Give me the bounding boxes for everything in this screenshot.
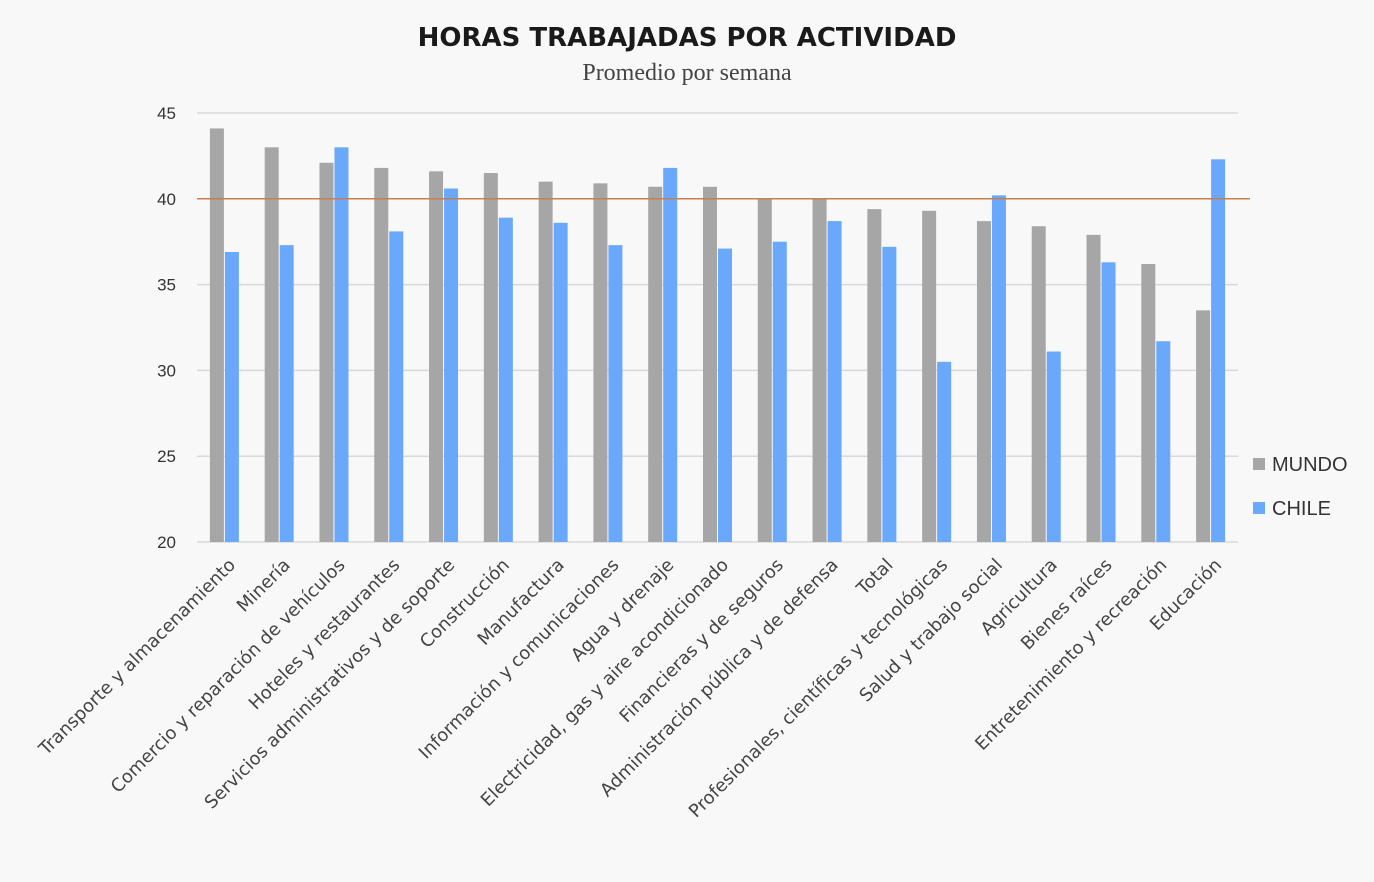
bar-chile: Minería — CHILE: 37.3	[279, 245, 294, 542]
bar-chile: Total — CHILE: 37.2	[882, 246, 897, 542]
legend: MUNDO CHILE	[1253, 454, 1348, 520]
bar-mundo: Construcción — MUNDO: 41.5	[483, 173, 498, 542]
bar-chile: Comercio y reparación de vehículos — CHI…	[334, 147, 349, 542]
bar-chile: Transporte y almacenamiento — CHILE: 36.…	[224, 251, 239, 542]
x-tick-label: Profesionales, científicas y tecnológica…	[685, 555, 952, 822]
x-tick-label: Total	[852, 555, 897, 600]
bar-mundo: Bienes raíces — MUNDO: 37.9	[1086, 234, 1101, 542]
y-tick-label: 35	[157, 276, 176, 295]
bar-mundo: Información y comunicaciones — MUNDO: 40…	[593, 183, 608, 542]
legend-label-mundo: MUNDO	[1272, 454, 1348, 476]
legend-swatch-chile	[1253, 502, 1265, 514]
bar-chile: Servicios administrativos y de soporte —…	[444, 188, 459, 542]
bar-chile: Electricidad, gas y aire acondicionado —…	[718, 248, 732, 542]
bar-mundo: Entretenimiento y recreación — MUNDO: 36…	[1141, 264, 1156, 542]
bar-mundo: Comercio y reparación de vehículos — MUN…	[319, 162, 334, 542]
bar-mundo: Agua y drenaje — MUNDO: 40.7	[648, 186, 663, 542]
bar-mundo: Manufactura — MUNDO: 41	[538, 181, 553, 542]
x-tick-label: Comercio y reparación de vehículos	[107, 555, 350, 798]
bar-mundo: Hoteles y restaurantes — MUNDO: 41.8	[374, 167, 389, 543]
bars: Transporte y almacenamiento — MUNDO: 44.…	[209, 128, 1226, 543]
legend-label-chile: CHILE	[1272, 498, 1331, 520]
bar-chile: Agua y drenaje — CHILE: 41.8	[663, 167, 678, 543]
x-tick-label: Servicios administrativos y de soporte	[201, 555, 460, 814]
bar-chile: Profesionales, científicas y tecnológica…	[937, 361, 952, 542]
x-tick-label: Transporte y almacenamiento	[34, 555, 240, 761]
bar-chile: Salud y trabajo social — CHILE: 40.2	[991, 195, 1006, 543]
y-tick-label: 30	[157, 361, 176, 380]
legend-swatch-mundo	[1253, 458, 1265, 470]
bar-chile: Educación — CHILE: 42.3	[1211, 159, 1226, 542]
bar-chile: Entretenimiento y recreación — CHILE: 31…	[1156, 341, 1171, 542]
y-tick-label: 40	[157, 190, 176, 209]
gridlines	[197, 112, 1238, 543]
bar-chile: Bienes raíces — CHILE: 36.3	[1101, 262, 1116, 542]
bar-chile: Financieras y de seguros — CHILE: 37.5	[772, 241, 787, 542]
y-tick-label: 25	[157, 447, 176, 466]
bar-mundo: Agricultura — MUNDO: 38.4	[1031, 226, 1046, 543]
bar-mundo: Salud y trabajo social — MUNDO: 38.7	[976, 221, 991, 542]
bar-mundo: Administración pública y de defensa — MU…	[812, 198, 827, 543]
y-tick-label: 45	[157, 104, 176, 123]
bar-chile: Agricultura — CHILE: 31.1	[1046, 351, 1061, 542]
bar-mundo: Profesionales, científicas y tecnológica…	[922, 210, 937, 542]
bar-mundo: Total — MUNDO: 39.4	[867, 209, 882, 542]
bar-mundo: Minería — MUNDO: 43	[264, 147, 279, 542]
chart-subtitle: Promedio por semana	[582, 60, 792, 86]
bar-chile: Manufactura — CHILE: 38.6	[553, 222, 568, 542]
bar-mundo: Educación — MUNDO: 33.5	[1196, 310, 1211, 542]
bar-chile: Administración pública y de defensa — CH…	[827, 221, 842, 542]
bar-mundo: Transporte y almacenamiento — MUNDO: 44.…	[209, 128, 224, 542]
bar-mundo: Financieras y de seguros — MUNDO: 40	[757, 198, 772, 543]
bar-mundo: Servicios administrativos y de soporte —…	[429, 171, 444, 542]
bar-chile: Hoteles y restaurantes — CHILE: 38.1	[389, 231, 404, 543]
y-tick-label: 20	[157, 533, 176, 552]
bar-chile: Información y comunicaciones — CHILE: 37…	[608, 245, 623, 542]
bar-chile: Construcción — CHILE: 38.9	[498, 217, 513, 542]
chart-title: HORAS TRABAJADAS POR ACTIVIDAD	[418, 23, 957, 53]
bar-mundo: Electricidad, gas y aire acondicionado —…	[703, 186, 717, 542]
x-tick-label: Información y comunicaciones	[415, 555, 624, 764]
